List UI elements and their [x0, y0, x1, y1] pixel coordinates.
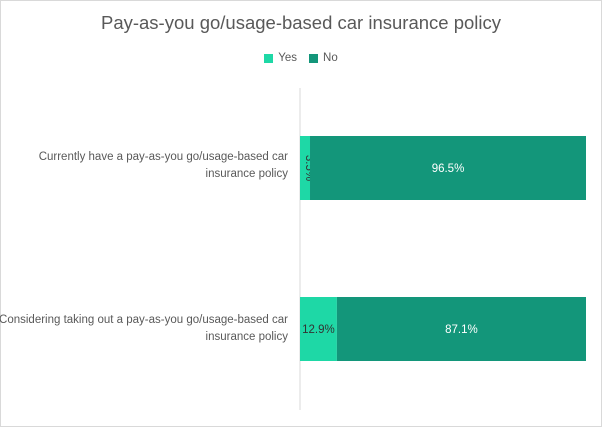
legend-label-yes: Yes [278, 52, 298, 64]
legend: Yes No [0, 52, 602, 64]
bar-no-1 [336, 297, 586, 361]
data-label-no-0: 96.5% [432, 163, 465, 175]
legend-item-yes: Yes [264, 52, 297, 64]
legend-swatch-no [309, 53, 319, 63]
legend-swatch-yes [264, 53, 274, 63]
chart-title: Pay-as-you go/usage-based car insurance … [100, 12, 502, 33]
data-label-no-1: 87.1% [445, 324, 478, 336]
bar-yes-0 [300, 136, 311, 200]
legend-label-no: No [323, 52, 338, 64]
bar-no-0 [310, 136, 586, 200]
category-label-current: Currently have a pay-as-you go/usage-bas… [38, 151, 288, 180]
legend-item-no: No [309, 52, 338, 64]
bar-yes-1 [300, 297, 337, 361]
category-label-considering: Considering taking out a pay-as-you go/u… [0, 314, 288, 343]
data-label-yes-1: 12.9% [302, 324, 335, 336]
